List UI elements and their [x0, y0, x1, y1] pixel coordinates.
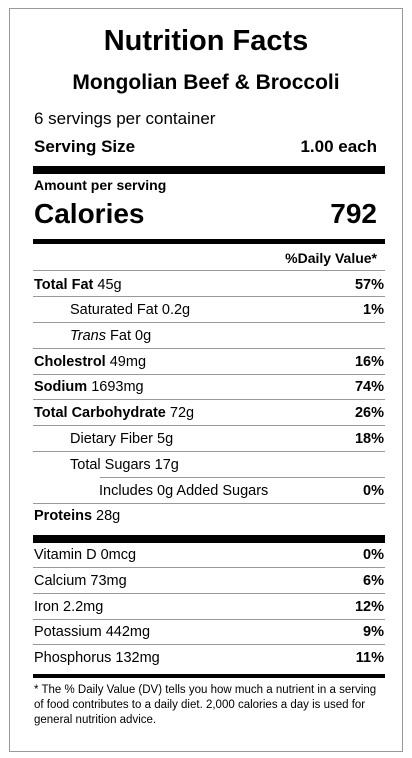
- divider: [33, 619, 385, 620]
- divider: [33, 374, 385, 375]
- label-title: Nutrition Facts: [103, 25, 309, 57]
- amount-per-serving: Amount per serving: [34, 177, 167, 193]
- iron-pct: 12%: [354, 599, 384, 615]
- divider: [33, 644, 385, 645]
- total-fat-amount: 45g: [97, 277, 122, 293]
- divider: [33, 348, 385, 349]
- total-fat-label: Total Fat: [34, 277, 94, 293]
- sodium-label: Sodium: [34, 379, 88, 395]
- divider: [100, 477, 385, 478]
- total-carbohydrate-label: Total Carbohydrate: [34, 405, 166, 421]
- divider: [33, 425, 385, 426]
- proteins-label: Proteins: [34, 508, 93, 524]
- thick-divider: [33, 166, 385, 174]
- total-sugars-label: Total Sugars: [70, 457, 151, 473]
- added-sugars-pct: 0%: [363, 483, 384, 499]
- calcium-label: Calcium 73mg: [34, 573, 127, 589]
- total-sugars-amount: 17g: [154, 457, 179, 473]
- vitamin-d-label: Vitamin D 0mcg: [34, 547, 137, 563]
- cholestrol-label: Cholestrol: [34, 354, 106, 370]
- sodium-pct: 74%: [354, 379, 384, 395]
- divider: [33, 503, 385, 504]
- phosphorus-label: Phosphorus 132mg: [34, 650, 160, 666]
- divider: [33, 593, 385, 594]
- daily-value-header: %Daily Value*: [285, 250, 377, 266]
- trans-fat-label: Fat: [110, 328, 131, 344]
- total-carbohydrate-amount: 72g: [169, 405, 195, 421]
- dietary-fiber-amount: 5g: [157, 431, 174, 447]
- proteins-amount: 28g: [96, 508, 121, 524]
- total-fat-pct: 57%: [354, 277, 384, 293]
- calories-value: 792: [330, 198, 377, 229]
- total-carbohydrate-pct: 26%: [354, 405, 384, 421]
- divider: [33, 399, 385, 400]
- medium-divider: [33, 239, 385, 244]
- divider: [33, 567, 385, 568]
- servings-per-container: 6 servings per container: [34, 109, 216, 128]
- serving-size-value: 1.00 each: [300, 137, 377, 156]
- saturated-fat-label: Saturated Fat: [70, 302, 158, 318]
- thick-divider: [33, 535, 385, 543]
- trans-fat-amount: 0g: [135, 328, 152, 344]
- serving-size-label: Serving Size: [34, 137, 136, 156]
- phosphorus-pct: 11%: [355, 650, 384, 666]
- added-sugars-label: Includes 0g Added Sugars: [99, 483, 269, 499]
- product-name: Mongolian Beef & Broccoli: [72, 71, 340, 94]
- medium-divider: [33, 674, 385, 678]
- divider: [33, 270, 385, 271]
- divider: [33, 451, 385, 452]
- saturated-fat-amount: 0.2g: [161, 302, 191, 318]
- nutrition-label-border: [9, 8, 403, 752]
- cholestrol-pct: 16%: [354, 354, 384, 370]
- dietary-fiber-label: Dietary Fiber: [70, 431, 153, 447]
- divider: [33, 322, 385, 323]
- vitamin-d-pct: 0%: [363, 547, 384, 563]
- trans-fat-label-italic: Trans: [70, 328, 106, 344]
- cholestrol-amount: 49mg: [109, 354, 147, 370]
- iron-label: Iron 2.2mg: [34, 599, 104, 615]
- potassium-label: Potassium 442mg: [34, 624, 151, 640]
- sodium-amount: 1693mg: [91, 379, 144, 395]
- calcium-pct: 6%: [363, 573, 384, 589]
- dietary-fiber-pct: 18%: [354, 431, 384, 447]
- divider: [33, 296, 385, 297]
- calories-label: Calories: [34, 198, 145, 229]
- saturated-fat-pct: 1%: [363, 302, 384, 318]
- footnote: * The % Daily Value (DV) tells you how m…: [34, 684, 377, 726]
- potassium-pct: 9%: [363, 624, 384, 640]
